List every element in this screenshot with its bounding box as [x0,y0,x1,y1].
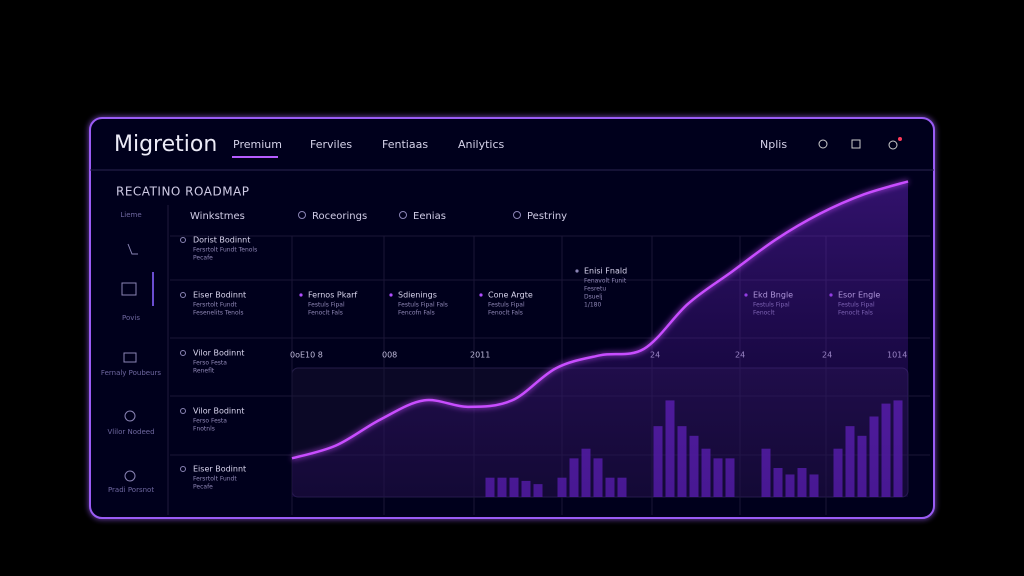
milestone-dot [389,293,393,297]
milestone-detail: Festuls Fipal [308,302,345,309]
row-icon [180,350,186,356]
row-detail: Ferso Festa [193,418,227,425]
milestone-detail: Fenavolt Funit [584,278,627,285]
row-detail: Fersrtolt Fundt [193,302,237,309]
milestone-dot [299,293,303,297]
sidebar-label[interactable]: Pradi Porsnot [108,486,154,494]
milestone-detail: Festuls Fipal [488,302,525,309]
section-title: RECATINO ROADMAP [116,185,250,199]
milestone-title: Fernos Pkarf [308,291,357,300]
user-menu[interactable]: Nplis [760,138,787,151]
brand: Migretion [114,132,217,157]
column-icon [399,211,407,219]
milestone-detail: Festuls Fipal Fals [398,302,448,309]
notify-dot [898,137,902,141]
row-title: Eiser Bodinnt [193,465,246,474]
row-title: Vilor Bodinnt [193,407,244,416]
milestone-dot [479,293,483,297]
icon [127,243,138,255]
row-icon [180,408,186,414]
sidebar-label[interactable]: Povis [122,314,140,322]
milestone-detail: Fesretu [584,286,606,293]
column-header[interactable]: Pestriny [527,211,567,222]
x-tick-label: 008 [382,351,397,360]
sidebar-icons [121,243,138,482]
row-detail: Reneflt [193,368,215,375]
row-detail: Fersrtolt Fundt Tenols [193,247,257,254]
icon [124,470,136,482]
row-detail: Fnotnls [193,426,215,433]
icon [123,352,137,363]
x-tick-label: 2011 [470,351,490,360]
row-title: Dorist Bodinnt [193,236,250,245]
milestone-title: Cone Argte [488,291,533,300]
row-title: Vilor Bodinnt [193,349,244,358]
line [291,180,909,460]
row-title: Eiser Bodinnt [193,291,246,300]
row-detail: Fersrtolt Fundt [193,476,237,483]
column-icon [513,211,521,219]
row-detail: Fesenelits Tenols [193,310,243,317]
column-header[interactable]: Eenias [413,211,446,222]
milestone-detail: Dsuelj [584,294,603,301]
milestone-detail: Fencofn Fals [398,310,435,317]
sidebar-label[interactable]: Fernaly Poubeurs [101,369,161,377]
notify-icon[interactable] [888,140,898,150]
line-area [292,181,908,497]
milestone-detail: Fenoclt Fals [308,310,343,317]
sidebar-label[interactable]: Lieme [120,211,141,219]
nav-item[interactable]: Anilytics [458,138,505,151]
column-icon [298,211,306,219]
milestone-detail: Fenoclt Fals [488,310,523,317]
icon [124,410,136,422]
sidebar-label[interactable]: Vlilor Nodeed [107,428,154,436]
x-tick-label: 0oE10 8 [290,351,323,360]
column-header[interactable]: Roceorings [312,211,367,222]
row-detail: Pecafe [193,255,213,262]
row-icon [180,466,186,472]
settings-icon[interactable] [851,139,861,149]
icon [121,282,137,296]
milestone-detail: 1/180 [584,302,601,309]
milestone-title: Enisi Fnald [584,267,627,276]
nav-item[interactable]: Ferviles [310,138,352,151]
row-detail: Pecafe [193,484,213,491]
row-detail: Ferso Festa [193,360,227,367]
row-icon [180,237,186,243]
row-icon [180,292,186,298]
search-icon[interactable] [818,139,828,149]
column-header[interactable]: Winkstmes [190,211,245,222]
milestone-title: Sdienings [398,291,437,300]
nav-item[interactable]: Fentiaas [382,138,428,151]
nav-item[interactable]: Premium [233,138,282,151]
milestone-dot [575,269,579,273]
